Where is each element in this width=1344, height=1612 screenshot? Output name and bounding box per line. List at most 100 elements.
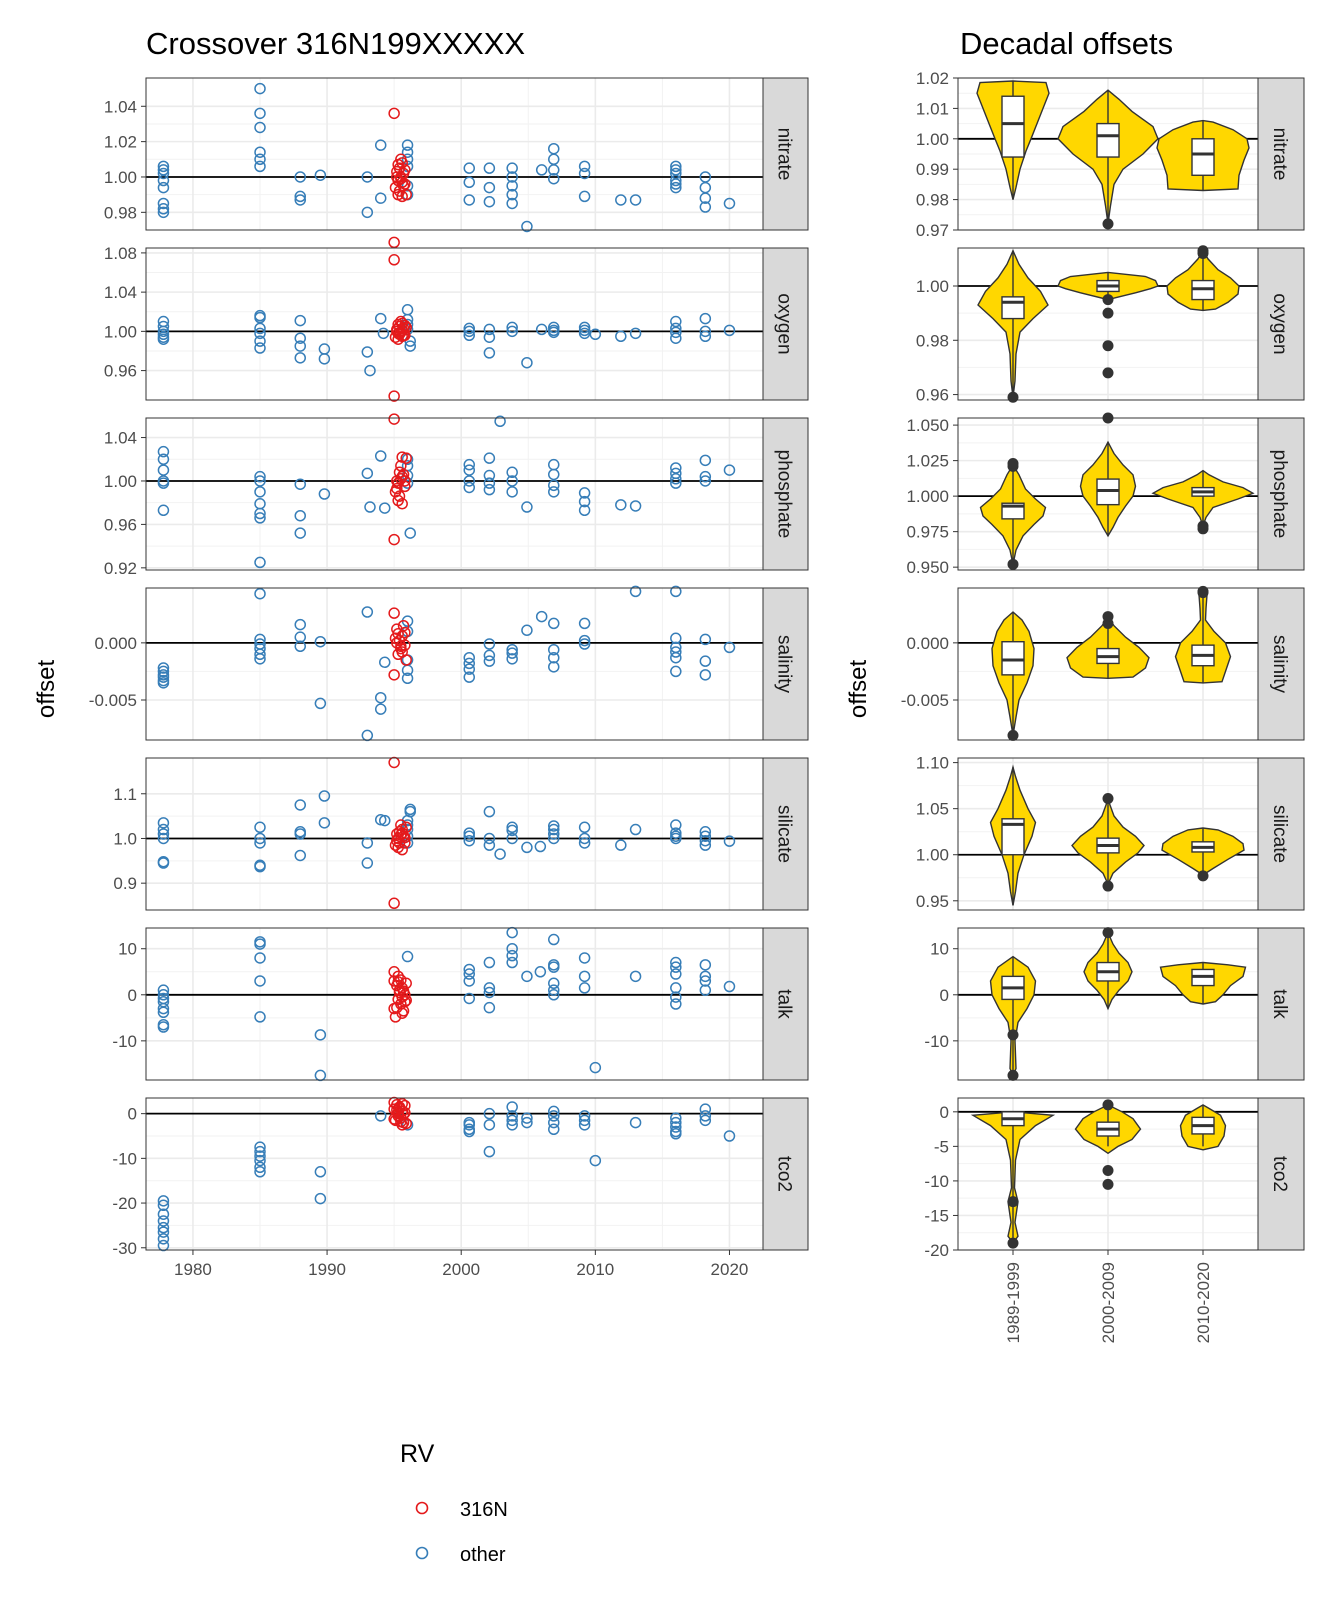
data-point: nitrate other: 1977.8, 1.002 (157, 167, 170, 180)
data-point: salinity other: 1994, -0.0048 (374, 691, 387, 704)
data-point: silicate other: 2009.2, 0.99 (578, 837, 591, 849)
data-point: phosphate other: 1996, 1.02 (401, 453, 414, 466)
data-point: phosphate other: 2002.1, 0.998 (483, 477, 496, 489)
data-point: phosphate other: 1989.8, 0.988 (318, 488, 331, 500)
x-tick-label: 2000-2009 (1099, 1262, 1118, 1343)
data-point: salinity other: 2000.6, -0.0023 (463, 663, 476, 675)
data-point: phosphate other: 1988, 0.968 (294, 509, 306, 522)
outlier-point (1007, 1069, 1019, 1081)
data-point: silicate other: 1988, 0.962 (294, 849, 306, 862)
y-tick-label: 1.08 (104, 244, 137, 263)
data-point: salinity other: 1985, 0.0003 (254, 633, 266, 646)
data-point: nitrate other: 2002.1, 1.005 (483, 162, 496, 174)
data-point: nitrate other: 2002.1, 0.986 (483, 195, 496, 208)
data-point: nitrate other: 2018.2, 0.988 (699, 192, 712, 204)
data-point: silicate 316N: 1995.6, 1.012 (396, 827, 408, 839)
data-point: talk other: 1996, 8.3 (401, 950, 414, 963)
data-point: oxygen other: 1977.8, 0.997 (157, 328, 170, 341)
data-point: nitrate other: 2003.8, 0.995 (506, 180, 518, 192)
violin-group-2010-2020 (1166, 245, 1240, 312)
data-point: tco2 other: 2016, -2 (670, 1116, 682, 1129)
data-point: silicate other: 2006.9, 1 (548, 832, 560, 845)
data-point: silicate other: 2000.6, 0.995 (463, 834, 476, 847)
data-point: silicate other: 2009.2, 1.025 (578, 821, 591, 834)
outlier-point (1102, 880, 1114, 892)
data-point: oxygen other: 1977.8, 1.005 (157, 320, 170, 333)
outlier-point (1007, 1237, 1019, 1249)
y-tick-label: 1.04 (104, 97, 137, 116)
series-316n: oxygen 316N: 1995, 1.073 oxygen 316N: 199… (388, 254, 412, 402)
data-point: oxygen other: 2013, 0.998 (629, 327, 642, 340)
data-point: phosphate other: 1993, 1.007 (361, 467, 374, 480)
data-point: salinity other: 1996, -0.0031 (401, 672, 414, 685)
data-point: tco2 other: 1985, -9.5 (254, 1150, 266, 1162)
outlier-point (1102, 793, 1114, 805)
scatter-panel-nitrate: 0.98 1.00 1.02 1.04 nitrate other: 1977.8, 1… (104, 77, 809, 249)
data-point: oxygen other: 2000.6, 1.003 (463, 322, 476, 335)
box-iqr (1001, 296, 1025, 320)
data-point: nitrate other: 1985, 1.028 (254, 121, 266, 134)
data-point: talk other: 1977.8, 0 (157, 989, 170, 1001)
data-point: talk other: 2000.6, 3 (463, 975, 476, 987)
data-point: salinity other: 2013, 0.0045 (629, 585, 642, 598)
outlier-point (1102, 294, 1114, 306)
data-point: oxygen other: 1985, 0.983 (254, 342, 266, 354)
data-point: silicate 316N: 1995.6, 0.975 (396, 843, 408, 856)
data-point: phosphate other: 2002.9, 1.055 (494, 415, 506, 428)
data-point: silicate other: 2018.2, 1.015 (699, 826, 712, 838)
facet-label: phosphate (1269, 450, 1290, 539)
data-point: nitrate other: 2003.8, 1 (506, 171, 518, 183)
data-point: nitrate other: 2016, 1.004 (670, 164, 682, 176)
data-point: phosphate other: 2004.9, 0.976 (521, 501, 533, 513)
data-point: phosphate other: 2002.1, 1.005 (483, 469, 496, 482)
data-point: salinity other: 2003.8, -0.0006 (506, 643, 518, 656)
data-point: silicate other: 1977.8, 1.01 (157, 828, 170, 840)
data-point: talk 316N: 1995.9, -1.2 (400, 994, 412, 1007)
data-point: tco2 other: 2002.1, -8.5 (483, 1145, 496, 1158)
data-point: tco2 other: 2004.9, -2 (521, 1116, 533, 1129)
data-point: silicate other: 2000.6, 1.005 (463, 830, 476, 842)
y-tick-label: 1.02 (916, 69, 949, 88)
data-point: talk other: 2016, 7 (670, 956, 682, 969)
data-point: oxygen 316N: 1995.6, 1.001 (396, 324, 408, 337)
data-point: phosphate other: 1977.8, 1.01 (157, 464, 170, 476)
data-point: tco2 other: 1977.8, -24 (157, 1215, 170, 1227)
y-tick-label: 1.04 (104, 429, 137, 448)
data-point: phosphate other: 2006.9, 0.996 (548, 479, 560, 492)
data-point: tco2 other: 1977.8, -26.5 (157, 1226, 170, 1238)
violin-group-2000-2009 (1066, 611, 1150, 680)
data-point: salinity other: 2002.1, -0.0011 (483, 649, 496, 662)
outlier-point (1197, 245, 1209, 257)
data-point: talk other: 2020, 1.8 (723, 980, 736, 993)
outlier-point (1102, 1178, 1114, 1190)
data-point: salinity other: 2018.2, -0.0028 (699, 669, 712, 681)
data-point: salinity other: 2006.9, -0.0021 (548, 661, 560, 673)
data-point: tco2 other: 2018.2, 1 (699, 1103, 712, 1115)
data-point: phosphate 316N: 1995, 1.057 (388, 413, 400, 425)
data-point: nitrate other: 2006.9, 1.004 (548, 164, 560, 176)
data-point: nitrate other: 1977.8, 0.98 (157, 206, 170, 219)
data-point: salinity other: 1985, 0.0043 (254, 587, 266, 600)
data-point: salinity other: 1977.8, -0.0025 (157, 665, 170, 678)
data-point: phosphate other: 2006.9, 1.006 (548, 468, 560, 481)
data-point: nitrate other: 1985, 1.01 (254, 153, 266, 166)
data-point: phosphate other: 1977.8, 1.027 (157, 445, 170, 458)
data-point: phosphate other: 2000.6, 1.01 (463, 464, 476, 476)
violin-group-2010-2020 (1179, 1104, 1227, 1151)
data-point: salinity other: 2018.2, 0.0003 (699, 633, 712, 646)
y-tick-label: 0.000 (94, 634, 137, 653)
data-point: tco2 other: 2006.9, 0.5 (548, 1105, 560, 1118)
box-iqr (1001, 818, 1025, 856)
data-point: talk other: 1989.5, -8.7 (314, 1029, 327, 1041)
y-tick-label: -15 (924, 1206, 949, 1225)
panel-background (146, 1098, 763, 1250)
violin-group-1989-1999 (991, 611, 1035, 741)
data-point: silicate other: 1977.8, 0.948 (157, 855, 170, 868)
data-point: silicate other: 2000.6, 1.012 (463, 827, 476, 839)
y-tick-label: 1.00 (916, 846, 949, 865)
data-point: nitrate other: 1985, 1.006 (254, 160, 266, 173)
data-point: oxygen other: 1977.8, 0.992 (157, 333, 170, 345)
violin-group-2000-2009 (1079, 412, 1137, 538)
data-point: salinity other: 2006.9, 0.0017 (548, 617, 560, 630)
